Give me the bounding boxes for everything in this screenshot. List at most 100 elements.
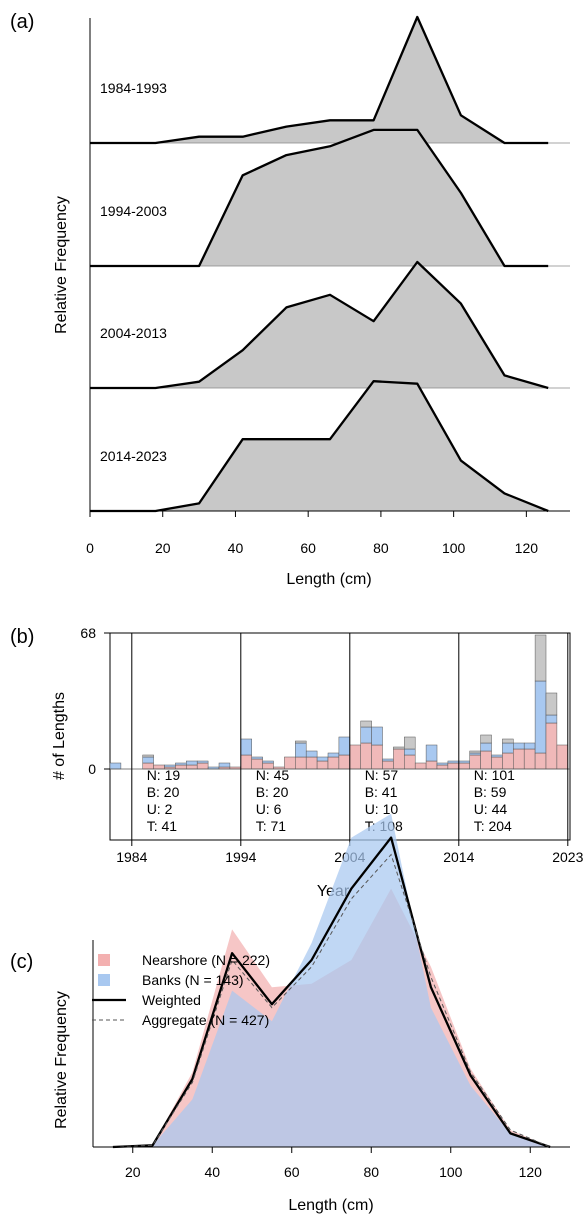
y-axis-title: Relative Frequency xyxy=(53,196,70,334)
bar-N-2006 xyxy=(371,744,383,770)
bar-B-2021 xyxy=(534,680,547,754)
ridge-1994-2003: 1994-2003 xyxy=(90,128,570,268)
bar-B-1985 xyxy=(142,756,154,764)
ridge-fill xyxy=(90,129,570,266)
summary-N: N: 101 xyxy=(474,767,515,783)
bar-B-1990 xyxy=(196,760,209,764)
x-tick-label: 40 xyxy=(228,540,244,556)
bar-U-2016 xyxy=(480,734,492,744)
summary-U: U: 2 xyxy=(147,801,173,817)
legend-label: Aggregate (N = 427) xyxy=(142,1012,269,1028)
bar-N-2001 xyxy=(316,760,329,770)
legend-label: Weighted xyxy=(142,992,201,1008)
summary-T: T: 71 xyxy=(256,818,287,834)
y-axis-title: Relative Frequency xyxy=(53,991,70,1129)
bar-N-2013 xyxy=(447,762,460,770)
bar-N-2012 xyxy=(436,764,449,770)
bar-B-1988 xyxy=(175,762,187,766)
bar-B-2014 xyxy=(458,760,470,764)
bar-N-2003 xyxy=(338,754,351,770)
bar-B-2006 xyxy=(371,726,383,746)
plot-frame xyxy=(109,632,571,841)
x-tick-label: 60 xyxy=(284,1164,300,1180)
bar-B-1999 xyxy=(295,742,307,758)
legend: Nearshore (N = 222) Banks (N = 143) Weight… xyxy=(92,952,270,1028)
legend-swatch xyxy=(98,974,110,986)
ridge-1984-1993: 1984-1993 xyxy=(90,15,570,145)
x-tick-label: 0 xyxy=(86,540,94,556)
bar-U-1985 xyxy=(142,754,154,758)
x-tick-label: 80 xyxy=(363,1164,379,1180)
x-tick-label: 1984 xyxy=(116,849,147,865)
area-banks xyxy=(112,813,551,1147)
x-tick-label: 20 xyxy=(155,540,171,556)
ridge-label: 1984-1993 xyxy=(100,80,167,96)
bar-B-2007 xyxy=(382,758,394,762)
bar-N-2004 xyxy=(349,744,361,770)
ridge-fill xyxy=(90,381,570,511)
bar-B-2015 xyxy=(469,752,481,756)
x-tick-label: 80 xyxy=(373,540,389,556)
summary-N: N: 19 xyxy=(147,767,181,783)
x-tick-label: 120 xyxy=(519,1164,543,1180)
panel-label-c: (c) xyxy=(10,951,33,973)
ridge-line xyxy=(90,15,549,145)
summary-B: B: 20 xyxy=(147,784,180,800)
ridge-fill xyxy=(90,17,570,143)
bar-B-2018 xyxy=(502,742,514,754)
bar-B-1989 xyxy=(186,760,198,766)
bar-B-2020 xyxy=(523,742,536,750)
ridge-label: 2004-2013 xyxy=(100,325,167,341)
summary-U: U: 10 xyxy=(365,801,399,817)
bar-U-2008 xyxy=(393,746,405,750)
bar-B-2000 xyxy=(305,750,318,758)
x-tick-label: 120 xyxy=(515,540,539,556)
x-axis-title: Length (cm) xyxy=(286,571,371,588)
bar-B-2022 xyxy=(545,714,558,724)
bar-B-2012 xyxy=(436,762,449,766)
bar-B-2013 xyxy=(447,760,460,764)
bar-N-1990 xyxy=(196,762,209,770)
ridge-2014-2023: 2014-2023 xyxy=(90,380,570,513)
panel-a: (a) 1984-1993 1994-2003 2004-2013 2014-2023 0… xyxy=(10,11,570,588)
bar-B-1992 xyxy=(218,762,231,768)
y-tick-label: 68 xyxy=(80,625,96,641)
bar-N-2005 xyxy=(360,742,372,770)
bar-U-2021 xyxy=(534,634,547,682)
bar-N-2020 xyxy=(523,748,536,770)
bar-N-2011 xyxy=(425,760,438,770)
bar-N-2002 xyxy=(327,756,340,770)
summary-N: N: 57 xyxy=(365,767,399,783)
bar-N-2000 xyxy=(305,756,318,770)
bar-U-2005 xyxy=(360,720,372,728)
bar-N-2009 xyxy=(404,754,416,770)
summary-N: N: 45 xyxy=(256,767,290,783)
bar-B-2003 xyxy=(338,736,351,756)
ridge-2004-2013: 2004-2013 xyxy=(90,260,570,390)
bar-B-2019 xyxy=(513,742,525,750)
x-tick-label: 100 xyxy=(439,1164,463,1180)
bar-N-2022 xyxy=(545,722,558,770)
bar-B-1995 xyxy=(251,756,263,760)
bar-U-2018 xyxy=(502,738,514,744)
bar-B-2017 xyxy=(491,754,503,758)
bar-B-1996 xyxy=(262,760,274,764)
bar-N-2010 xyxy=(414,762,427,770)
ridge-label: 2014-2023 xyxy=(100,448,167,464)
summary-B: B: 20 xyxy=(256,784,289,800)
ridge-label: 1994-2003 xyxy=(100,203,167,219)
bar-U-2022 xyxy=(545,692,558,716)
bar-B-2001 xyxy=(316,756,329,762)
bar-B-1994 xyxy=(240,738,252,756)
summary-U: U: 44 xyxy=(474,801,508,817)
x-tick-label: 2023 xyxy=(552,849,583,865)
summary-B: B: 59 xyxy=(474,784,507,800)
bar-B-1982 xyxy=(109,762,122,770)
aggregate-line xyxy=(112,853,551,1148)
summary-T: T: 204 xyxy=(474,818,512,834)
y-axis-title: # of Lengths xyxy=(51,692,68,780)
bar-N-2019 xyxy=(513,748,525,770)
panel-label-b: (b) xyxy=(10,626,34,648)
